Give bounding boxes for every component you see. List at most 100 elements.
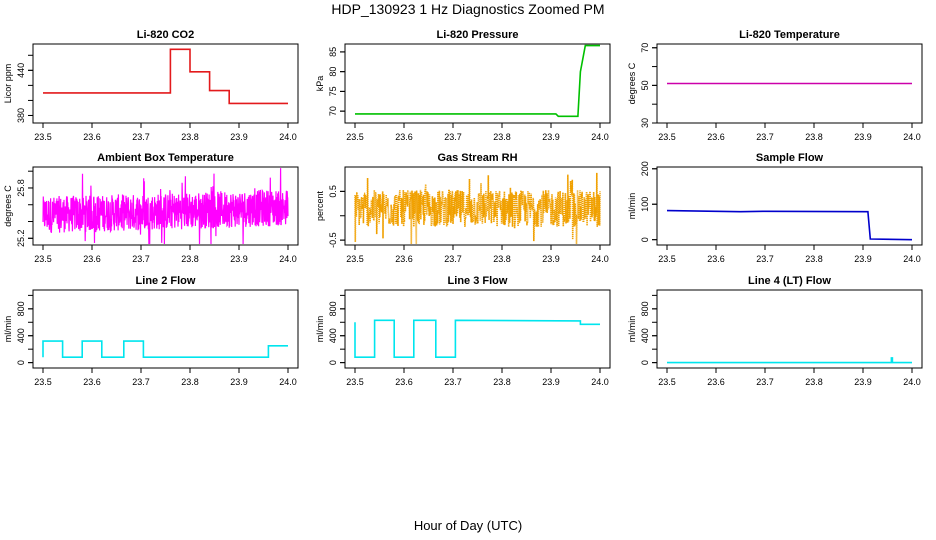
y-tick-label: 400 <box>16 328 26 343</box>
x-tick-label: 23.9 <box>542 132 560 142</box>
x-tick-label: 23.7 <box>444 377 462 387</box>
x-tick-label: 23.8 <box>181 132 199 142</box>
y-tick-label: 30 <box>640 118 650 128</box>
x-tick-label: 23.8 <box>181 254 199 264</box>
x-tick-label: 23.7 <box>132 377 150 387</box>
panel-title: Line 4 (LT) Flow <box>748 275 831 287</box>
chart-panel-6: Sample Flow ml/min 0 100 200 23.5 23.6 23.7 23.8… <box>627 152 923 264</box>
data-series-1 <box>43 48 288 105</box>
plot-frame <box>344 43 611 124</box>
chart-panel-5: Gas Stream RH percent -0.5 0.5 23.5 23.6 23.7 2… <box>315 152 611 264</box>
plot-frame <box>344 289 611 369</box>
x-tick-label: 24.0 <box>279 132 297 142</box>
x-tick-label: 23.7 <box>132 132 150 142</box>
x-tick-label: 23.5 <box>34 377 52 387</box>
data-series-1 <box>355 44 600 118</box>
x-tick-label: 23.5 <box>346 132 364 142</box>
y-tick-label: 0 <box>16 360 26 365</box>
y-tick-label: 400 <box>328 328 338 343</box>
x-tick-label: 24.0 <box>591 254 609 264</box>
x-tick-label: 23.9 <box>542 377 560 387</box>
y-axis-label: degrees C <box>627 62 637 104</box>
y-tick-label: 50 <box>640 80 650 90</box>
x-tick-label: 23.8 <box>493 254 511 264</box>
y-tick-label: 800 <box>640 301 650 316</box>
x-tick-label: 23.7 <box>444 254 462 264</box>
x-tick-label: 24.0 <box>591 132 609 142</box>
x-tick-label: 23.8 <box>805 254 823 264</box>
x-tick-label: 23.8 <box>493 132 511 142</box>
x-tick-label: 23.6 <box>707 132 725 142</box>
x-tick-label: 23.5 <box>346 377 364 387</box>
data-series-1 <box>42 340 288 358</box>
y-tick-label: 25.8 <box>16 179 26 197</box>
panel-title: Gas Stream RH <box>437 152 517 164</box>
x-tick-label: 23.7 <box>756 377 774 387</box>
y-tick-label: 0 <box>640 360 650 365</box>
panel-title: Line 3 Flow <box>448 275 508 287</box>
x-tick-label: 23.6 <box>83 377 101 387</box>
y-tick-label: 100 <box>640 197 650 212</box>
y-axis-label: percent <box>315 190 325 221</box>
y-tick-label: 75 <box>328 86 338 96</box>
y-tick-label: 440 <box>16 63 26 78</box>
x-tick-label: 23.8 <box>181 377 199 387</box>
chart-panel-7: Line 2 Flow ml/min 0 400 800 23.5 23.6 23.7 23.8… <box>3 275 299 387</box>
x-tick-label: 23.8 <box>805 132 823 142</box>
plot-frame <box>656 289 923 369</box>
x-axis-label: Hour of Day (UTC) <box>413 518 523 533</box>
y-tick-label: 200 <box>640 161 650 176</box>
y-tick-label: 400 <box>640 328 650 343</box>
x-tick-label: 23.6 <box>395 132 413 142</box>
y-axis-label: kPa <box>315 76 325 92</box>
x-tick-label: 23.6 <box>395 377 413 387</box>
x-tick-label: 23.9 <box>230 132 248 142</box>
figure-title: HDP_130923 1 Hz Diagnostics Zoomed PM <box>331 1 605 17</box>
x-tick-label: 23.5 <box>34 254 52 264</box>
plot-frame <box>656 43 923 124</box>
chart-panel-3: Li-820 Temperature degrees C 30 50 70 23.5 23.… <box>627 29 923 142</box>
x-tick-label: 23.9 <box>854 132 872 142</box>
x-tick-label: 23.8 <box>493 377 511 387</box>
x-tick-label: 23.8 <box>805 377 823 387</box>
x-tick-label: 23.9 <box>854 254 872 264</box>
x-tick-label: 23.6 <box>707 254 725 264</box>
x-tick-label: 23.9 <box>230 377 248 387</box>
y-tick-label: 70 <box>640 43 650 53</box>
x-tick-label: 23.6 <box>83 254 101 264</box>
panel-title: Sample Flow <box>756 152 824 164</box>
x-tick-label: 23.9 <box>230 254 248 264</box>
y-tick-label: 70 <box>328 106 338 116</box>
y-axis-label: ml/min <box>627 316 637 343</box>
data-series-1 <box>354 172 601 245</box>
x-tick-label: 23.5 <box>34 132 52 142</box>
x-tick-label: 24.0 <box>903 377 921 387</box>
panel-title: Line 2 Flow <box>136 275 196 287</box>
panel-title: Li-820 CO2 <box>137 29 194 41</box>
y-tick-label: 800 <box>16 301 26 316</box>
chart-panel-8: Line 3 Flow ml/min 0 400 800 23.5 23.6 23.7 23.8… <box>315 275 611 387</box>
x-tick-label: 23.7 <box>756 132 774 142</box>
y-axis-label: ml/min <box>627 193 637 220</box>
x-tick-label: 24.0 <box>279 377 297 387</box>
data-series-1 <box>666 209 913 241</box>
y-axis-label: degrees C <box>3 185 13 227</box>
y-tick-label: 800 <box>328 301 338 316</box>
plot-frame <box>344 166 611 246</box>
panel-title: Ambient Box Temperature <box>97 152 234 164</box>
y-tick-label: 80 <box>328 67 338 77</box>
x-tick-label: 24.0 <box>903 132 921 142</box>
x-tick-label: 23.9 <box>542 254 560 264</box>
x-tick-label: 23.5 <box>658 254 676 264</box>
y-tick-label: 25.2 <box>16 230 26 248</box>
y-tick-label: 380 <box>16 108 26 123</box>
plot-frame <box>656 166 923 246</box>
y-tick-label: -0.5 <box>328 232 338 248</box>
x-tick-label: 23.6 <box>83 132 101 142</box>
y-tick-label: 85 <box>328 47 338 57</box>
y-axis-label: ml/min <box>3 316 13 343</box>
plot-frame <box>32 166 299 246</box>
x-tick-label: 23.9 <box>854 377 872 387</box>
